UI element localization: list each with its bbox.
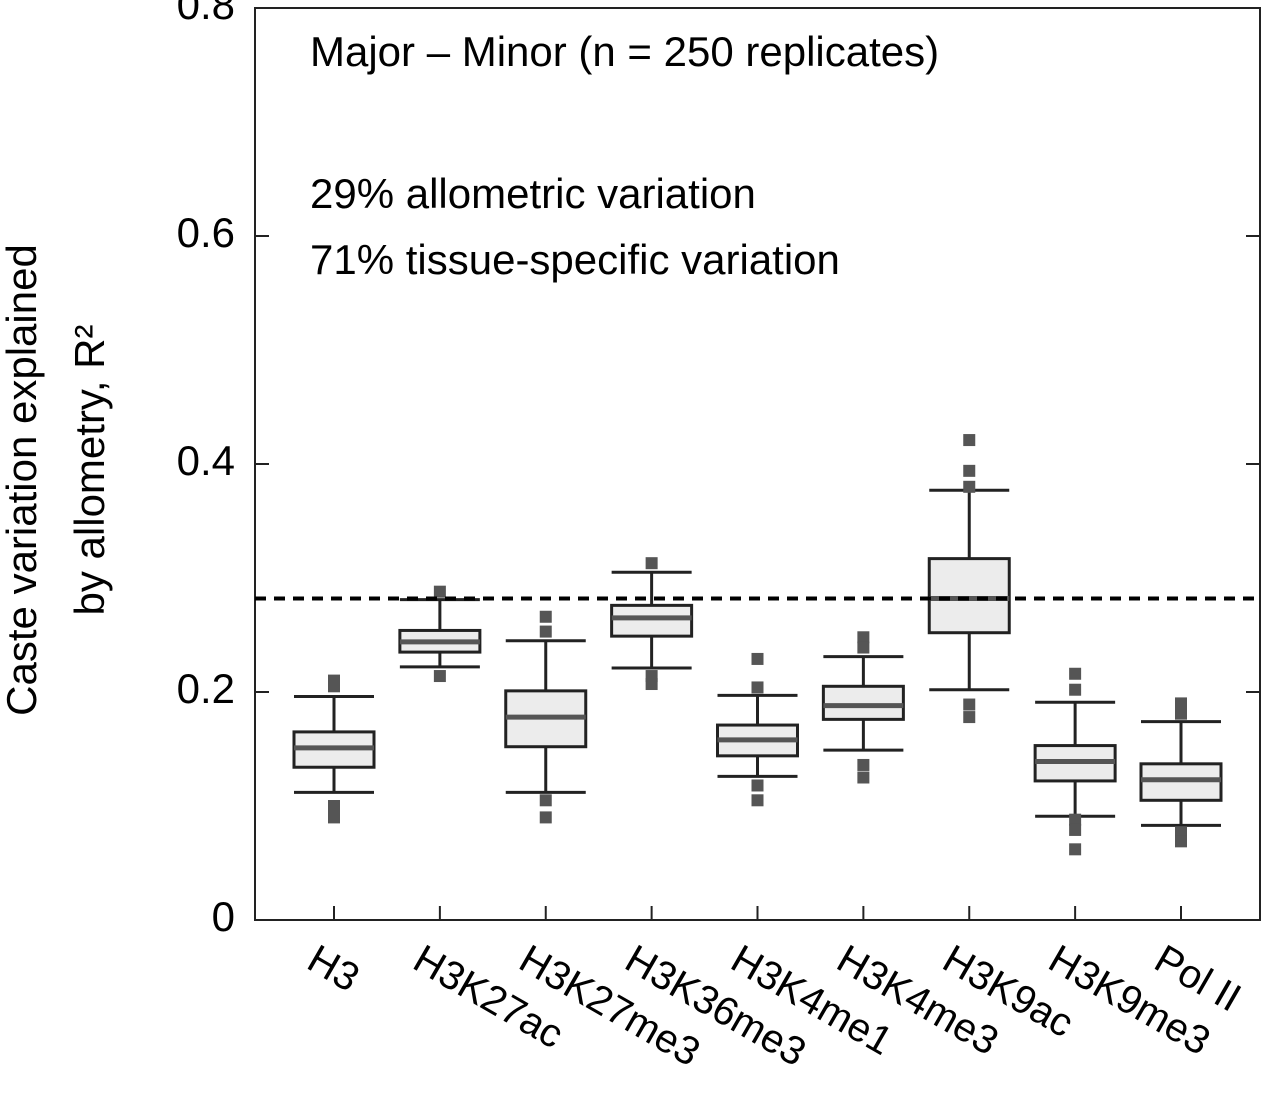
outlier [433, 585, 446, 598]
outlier [328, 680, 340, 693]
outlier [1069, 667, 1082, 680]
y-tick-label: 0.6 [177, 209, 235, 256]
outlier [857, 631, 870, 644]
box [821, 684, 905, 721]
outlier [963, 434, 976, 447]
outlier [1175, 835, 1187, 848]
y-tick-label: 0.4 [177, 437, 235, 484]
outlier [857, 758, 870, 771]
outlier [539, 794, 552, 807]
outlier [1069, 823, 1082, 836]
outlier [645, 678, 658, 691]
outlier [539, 811, 552, 824]
outlier [1069, 813, 1082, 826]
outlier [1175, 697, 1187, 710]
outlier [963, 698, 976, 711]
outlier [751, 794, 764, 807]
outlier [645, 557, 658, 570]
y-tick-label: 0 [212, 893, 235, 940]
outlier [1069, 843, 1082, 856]
box [927, 557, 1011, 635]
outlier [857, 641, 870, 654]
outlier [1069, 683, 1082, 696]
y-tick-label: 0.8 [177, 0, 235, 28]
outlier [751, 681, 764, 694]
box [610, 603, 694, 638]
outlier [1175, 707, 1187, 720]
outlier [963, 464, 976, 477]
outlier [963, 711, 976, 724]
outlier [963, 480, 976, 493]
outlier [1175, 826, 1187, 839]
y-tick-label: 0.2 [177, 665, 235, 712]
annotation: Major – Minor (n = 250 replicates) [310, 28, 939, 75]
outlier [857, 771, 870, 784]
outlier [328, 811, 340, 824]
outlier [328, 800, 340, 812]
annotation: 29% allometric variation [310, 170, 756, 217]
annotation: 71% tissue-specific variation [310, 236, 840, 283]
x-tick-label: H3 [300, 937, 366, 1001]
outlier [539, 610, 552, 623]
outlier [433, 670, 446, 683]
outlier [539, 625, 552, 638]
outlier [751, 652, 764, 665]
y-axis-label: by allometry, R² [66, 325, 113, 616]
outlier [751, 779, 764, 792]
y-axis-label: Caste variation explained [0, 244, 45, 716]
